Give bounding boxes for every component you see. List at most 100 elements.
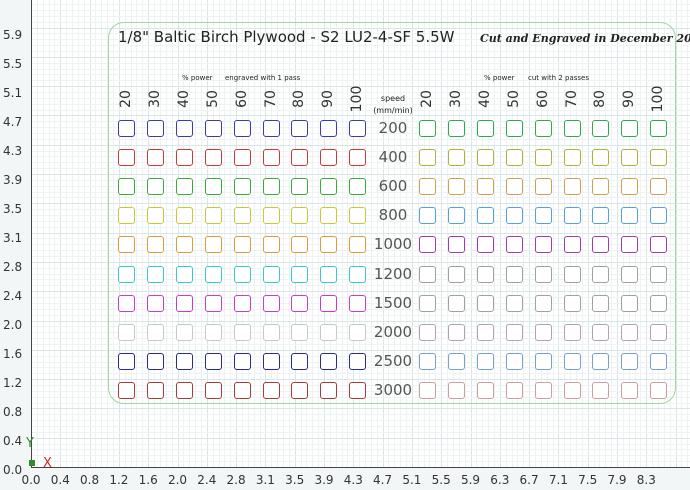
engrave-test-square[interactable] (291, 352, 309, 370)
engrave-test-square[interactable] (349, 352, 367, 370)
cut-test-square[interactable] (534, 178, 552, 196)
engrave-test-square[interactable] (118, 149, 135, 167)
cut-test-square[interactable] (621, 294, 639, 312)
engrave-test-square[interactable] (320, 207, 338, 225)
cut-test-square[interactable] (621, 381, 639, 399)
engrave-test-square[interactable] (118, 265, 135, 283)
cut-test-square[interactable] (447, 236, 465, 254)
cut-test-square[interactable] (650, 265, 668, 283)
engrave-test-square[interactable] (175, 323, 193, 341)
cut-test-square[interactable] (621, 265, 639, 283)
engrave-test-square[interactable] (233, 352, 251, 370)
engrave-test-square[interactable] (118, 207, 135, 225)
cut-test-square[interactable] (621, 120, 639, 137)
cut-test-square[interactable] (419, 352, 436, 370)
cut-test-square[interactable] (592, 352, 610, 370)
engrave-test-square[interactable] (291, 294, 309, 312)
cut-test-square[interactable] (447, 207, 465, 225)
cut-test-square[interactable] (476, 323, 494, 341)
cut-test-square[interactable] (476, 178, 494, 196)
cut-test-square[interactable] (419, 207, 436, 225)
cut-test-square[interactable] (592, 265, 610, 283)
engrave-test-square[interactable] (262, 294, 280, 312)
engrave-test-square[interactable] (146, 265, 164, 283)
cut-test-square[interactable] (563, 381, 581, 399)
cut-test-square[interactable] (563, 178, 581, 196)
cut-test-square[interactable] (650, 120, 668, 137)
engrave-test-square[interactable] (262, 120, 280, 137)
engrave-test-square[interactable] (291, 323, 309, 341)
cut-test-square[interactable] (563, 120, 581, 137)
cut-test-square[interactable] (447, 265, 465, 283)
engrave-test-square[interactable] (146, 352, 164, 370)
cut-test-square[interactable] (592, 207, 610, 225)
engrave-test-square[interactable] (146, 178, 164, 196)
cut-test-square[interactable] (476, 352, 494, 370)
cut-test-square[interactable] (476, 149, 494, 167)
cut-test-square[interactable] (534, 207, 552, 225)
cut-test-square[interactable] (621, 178, 639, 196)
engrave-test-square[interactable] (146, 120, 164, 137)
engrave-test-square[interactable] (262, 207, 280, 225)
engrave-test-square[interactable] (291, 265, 309, 283)
engrave-test-square[interactable] (291, 149, 309, 167)
engrave-test-square[interactable] (320, 323, 338, 341)
cut-test-square[interactable] (505, 381, 523, 399)
cut-test-square[interactable] (563, 323, 581, 341)
engrave-test-square[interactable] (233, 236, 251, 254)
cut-test-square[interactable] (447, 381, 465, 399)
engrave-test-square[interactable] (233, 323, 251, 341)
engrave-test-square[interactable] (146, 236, 164, 254)
engrave-test-square[interactable] (262, 381, 280, 399)
engrave-test-square[interactable] (146, 323, 164, 341)
cut-test-square[interactable] (419, 381, 436, 399)
engrave-test-square[interactable] (146, 294, 164, 312)
cut-test-square[interactable] (447, 352, 465, 370)
cut-test-square[interactable] (650, 323, 668, 341)
engrave-test-square[interactable] (291, 381, 309, 399)
cut-test-square[interactable] (505, 323, 523, 341)
cut-test-square[interactable] (534, 265, 552, 283)
cut-test-square[interactable] (621, 323, 639, 341)
cut-test-square[interactable] (419, 294, 436, 312)
cut-test-square[interactable] (447, 323, 465, 341)
cut-test-square[interactable] (505, 265, 523, 283)
cut-test-square[interactable] (650, 352, 668, 370)
engrave-test-square[interactable] (204, 178, 222, 196)
cut-test-square[interactable] (534, 236, 552, 254)
engrave-test-square[interactable] (233, 294, 251, 312)
engrave-test-square[interactable] (349, 178, 367, 196)
engrave-test-square[interactable] (175, 236, 193, 254)
cut-test-square[interactable] (476, 236, 494, 254)
cut-test-square[interactable] (419, 323, 436, 341)
engrave-test-square[interactable] (291, 207, 309, 225)
cut-test-square[interactable] (592, 120, 610, 137)
cut-test-square[interactable] (563, 149, 581, 167)
cut-test-square[interactable] (592, 149, 610, 167)
cut-test-square[interactable] (447, 149, 465, 167)
cut-test-square[interactable] (563, 236, 581, 254)
engrave-test-square[interactable] (204, 381, 222, 399)
cut-test-square[interactable] (621, 207, 639, 225)
cut-test-square[interactable] (476, 120, 494, 137)
cut-test-square[interactable] (563, 352, 581, 370)
engrave-test-square[interactable] (233, 149, 251, 167)
cut-test-square[interactable] (476, 265, 494, 283)
test-card-outline[interactable] (108, 22, 676, 404)
cut-test-square[interactable] (505, 207, 523, 225)
engrave-test-square[interactable] (175, 294, 193, 312)
engrave-test-square[interactable] (262, 178, 280, 196)
cut-test-square[interactable] (534, 120, 552, 137)
cut-test-square[interactable] (592, 323, 610, 341)
engrave-test-square[interactable] (204, 120, 222, 137)
cut-test-square[interactable] (419, 149, 436, 167)
cut-test-square[interactable] (419, 120, 436, 137)
cut-test-square[interactable] (447, 178, 465, 196)
engrave-test-square[interactable] (175, 207, 193, 225)
cut-test-square[interactable] (650, 207, 668, 225)
engrave-test-square[interactable] (262, 149, 280, 167)
cut-test-square[interactable] (447, 120, 465, 137)
engrave-test-square[interactable] (175, 149, 193, 167)
cut-test-square[interactable] (650, 294, 668, 312)
cut-test-square[interactable] (592, 294, 610, 312)
